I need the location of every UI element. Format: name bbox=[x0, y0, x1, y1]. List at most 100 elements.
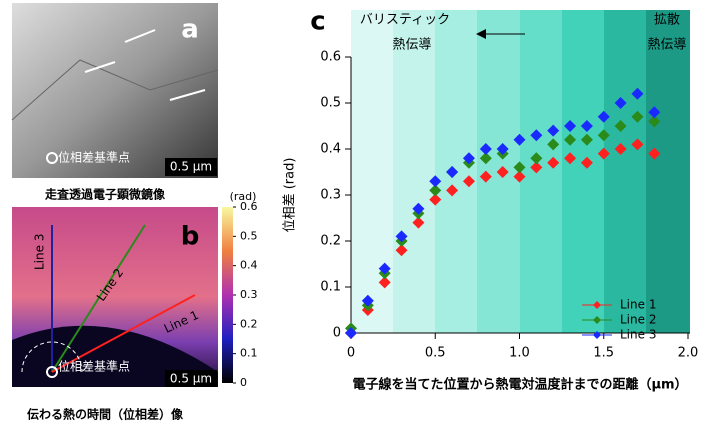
legend-marker bbox=[593, 301, 601, 309]
point bbox=[530, 161, 543, 174]
point bbox=[395, 244, 408, 257]
point bbox=[547, 156, 560, 169]
point bbox=[345, 327, 357, 339]
reference-label: 位相差基準点 bbox=[58, 150, 130, 165]
colorbar-tick-label: 0.6 bbox=[240, 200, 258, 213]
x-tick-label: 1.5 bbox=[593, 346, 614, 361]
point bbox=[513, 170, 526, 183]
point bbox=[378, 262, 391, 275]
line-label: Line 3 bbox=[33, 234, 47, 270]
point bbox=[479, 170, 492, 183]
panel-label: b bbox=[181, 222, 200, 252]
arrows bbox=[84, 29, 206, 101]
line-1 bbox=[51, 294, 196, 373]
point bbox=[429, 175, 442, 188]
point bbox=[479, 152, 492, 165]
point bbox=[513, 161, 526, 174]
point bbox=[597, 147, 610, 160]
x-axis-label: 電子線を当てた位置から熱電対温度計までの距離（µm） bbox=[352, 377, 687, 393]
scale-bar: 0.5 µm bbox=[170, 372, 212, 386]
colorbar-tick-label: 0.5 bbox=[240, 229, 258, 242]
y-tick-label: 0.1 bbox=[320, 280, 341, 295]
panel-label: c bbox=[310, 7, 325, 37]
point bbox=[580, 133, 593, 146]
y-tick-label: 0.5 bbox=[320, 96, 341, 111]
point bbox=[564, 133, 577, 146]
legend-label: Line 1 bbox=[620, 298, 656, 312]
x-tick-label: 0 bbox=[347, 346, 355, 361]
colorbar bbox=[222, 207, 233, 383]
point bbox=[614, 120, 627, 132]
annotation: 拡散 bbox=[654, 13, 680, 28]
point bbox=[580, 156, 593, 169]
annotation: 熱伝導 bbox=[647, 38, 686, 53]
point bbox=[378, 276, 391, 289]
point bbox=[648, 115, 661, 128]
x-tick-label: 2.0 bbox=[678, 346, 699, 361]
x-tick-label: 1.0 bbox=[509, 346, 530, 361]
point bbox=[547, 124, 560, 137]
point bbox=[547, 138, 560, 151]
point bbox=[597, 110, 610, 123]
y-tick-label: 0.2 bbox=[320, 234, 341, 249]
legend-label: Line 2 bbox=[620, 313, 656, 327]
colorbar-tick-label: 0.1 bbox=[240, 347, 258, 360]
point bbox=[395, 230, 408, 243]
y-tick-label: 0.3 bbox=[320, 188, 341, 203]
point bbox=[631, 87, 644, 100]
annotation: 熱伝導 bbox=[392, 38, 431, 53]
caption: 伝わる熱の時間（位相差）像 bbox=[27, 407, 184, 422]
colorbar-tick-label: 0.3 bbox=[240, 288, 258, 301]
y-tick-label: 0.6 bbox=[320, 50, 341, 65]
bands bbox=[351, 10, 690, 333]
point bbox=[648, 147, 661, 160]
point bbox=[496, 166, 509, 178]
y-tick-label: 0 bbox=[333, 326, 341, 341]
y-tick-label: 0.4 bbox=[320, 142, 341, 157]
scale-bar: 0.5 µm bbox=[170, 160, 212, 174]
point bbox=[479, 143, 492, 155]
point bbox=[530, 129, 543, 142]
point bbox=[513, 133, 526, 146]
point bbox=[631, 138, 644, 151]
point bbox=[462, 175, 475, 188]
point bbox=[446, 184, 459, 197]
colorbar-tick-label: 0 bbox=[240, 376, 247, 389]
scale-bar-bg bbox=[165, 158, 217, 176]
point bbox=[429, 193, 442, 206]
point bbox=[564, 120, 577, 132]
point bbox=[446, 166, 459, 178]
line-2 bbox=[51, 224, 146, 373]
point bbox=[614, 97, 627, 109]
panel-label: a bbox=[181, 15, 199, 45]
y-axis-label: 位相差 (rad) bbox=[283, 158, 298, 233]
colorbar-unit: (rad) bbox=[230, 190, 257, 203]
stem-image bbox=[12, 3, 218, 178]
grain-boundary bbox=[11, 59, 219, 121]
colorbar-tick-label: 0.2 bbox=[240, 317, 258, 330]
legend-marker bbox=[593, 316, 601, 324]
point bbox=[412, 202, 425, 215]
point bbox=[361, 294, 374, 307]
point bbox=[412, 216, 425, 229]
point bbox=[429, 184, 442, 197]
colorbar-tick-label: 0.4 bbox=[240, 259, 258, 272]
reference-marker bbox=[46, 366, 58, 378]
legend-label: Line 3 bbox=[620, 328, 656, 342]
point bbox=[648, 106, 661, 119]
annotation: バリスティック bbox=[360, 13, 450, 28]
point bbox=[597, 129, 610, 142]
reference-label: 位相差基準点 bbox=[58, 359, 130, 374]
point bbox=[580, 120, 593, 132]
point bbox=[564, 152, 577, 165]
caption: 走査透過電子顕微鏡像 bbox=[45, 187, 166, 202]
point bbox=[462, 152, 475, 165]
reference-marker bbox=[46, 152, 58, 164]
arrow-head bbox=[476, 29, 486, 39]
legend-marker bbox=[593, 331, 601, 339]
point bbox=[530, 152, 543, 165]
point bbox=[496, 143, 509, 155]
point bbox=[614, 143, 627, 155]
x-tick-label: 0.5 bbox=[425, 346, 446, 361]
